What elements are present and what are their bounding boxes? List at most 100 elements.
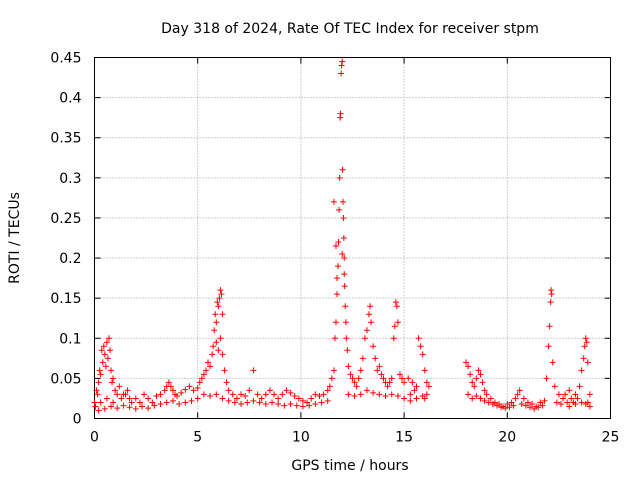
data-point [328,375,335,382]
data-point [339,251,346,258]
data-point [392,299,399,306]
x-axis-label: GPS time / hours [291,458,408,474]
data-point [341,255,348,262]
data-point [116,383,123,390]
data-point [202,367,209,374]
data-point [101,351,108,358]
data-point [176,401,183,408]
plot-frame [94,57,611,419]
data-point [388,391,395,398]
data-point [376,363,383,370]
data-point [367,303,374,310]
data-point [555,391,562,398]
data-point [417,343,424,350]
data-point [266,387,273,394]
data-point [213,339,220,346]
data-point [498,404,505,411]
data-point [167,383,174,390]
data-point [281,402,288,409]
data-point [485,399,492,406]
data-point [372,355,379,362]
data-point [506,404,513,411]
data-point [423,391,430,398]
data-point [531,405,538,412]
data-point [341,271,348,278]
data-point [388,375,395,382]
data-point [238,391,245,398]
data-point [157,391,164,398]
data-point [407,391,414,398]
data-point [384,383,391,390]
data-point [419,393,426,400]
data-point [342,319,349,326]
data-point [582,335,589,342]
data-point [287,401,294,408]
data-point [194,395,201,402]
data-point [502,405,509,412]
grid-lines [94,57,611,419]
data-point [334,275,341,282]
data-point [95,407,102,414]
data-point [359,355,366,362]
data-point [178,389,185,396]
data-point [132,405,139,412]
data-point [578,367,585,374]
data-point [547,299,554,306]
data-point [186,383,193,390]
data-point [182,386,189,393]
data-point [205,359,212,366]
data-point [481,387,488,394]
data-point [529,401,536,408]
data-point [514,391,521,398]
data-point [363,387,370,394]
data-point [250,397,257,404]
y-tick-label: 0.45 [50,51,81,67]
data-point [331,335,338,342]
data-point [557,401,564,408]
data-point [391,323,398,330]
data-point [338,70,345,77]
data-point [421,367,428,374]
data-point [233,395,240,402]
data-point [145,405,152,412]
data-point [106,347,113,354]
data-point [463,359,470,366]
data-point [539,402,546,409]
data-point [335,263,342,270]
data-point [126,404,133,411]
data-point [576,383,583,390]
data-point [157,401,164,408]
data-point [425,383,432,390]
data-point [256,399,263,406]
data-point [165,379,172,386]
data-point [343,335,350,342]
data-point [219,395,226,402]
y-tick-label: 0.2 [59,251,81,267]
data-points [91,58,593,414]
data-point [312,401,319,408]
data-point [411,387,418,394]
data-point [477,371,484,378]
y-tick-label: 0.4 [59,91,81,107]
data-point [487,395,494,402]
data-point [586,391,593,398]
data-point [370,343,377,350]
data-point [382,393,389,400]
data-point [548,287,555,294]
data-point [293,402,300,409]
data-point [378,371,385,378]
data-point [469,379,476,386]
data-point [104,355,111,362]
data-point [337,110,344,117]
data-point [366,311,373,318]
data-point [98,347,105,354]
data-point [109,379,116,386]
y-tick-label: 0 [73,412,82,428]
data-point [479,379,486,386]
data-point [269,399,276,406]
data-point [91,399,98,406]
data-point [242,393,249,400]
data-point [537,399,544,406]
data-point [299,397,306,404]
